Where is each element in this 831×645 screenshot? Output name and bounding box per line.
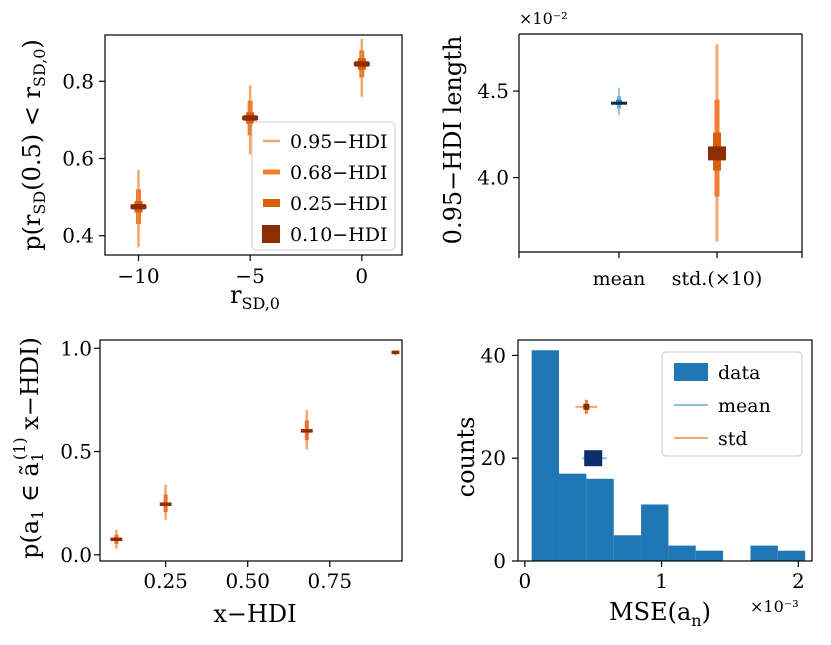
p1-ytick-label: 0.8 — [62, 69, 94, 93]
p4-mean-marker — [584, 450, 603, 467]
p4-legend-label: std — [718, 428, 748, 450]
p1-legend-swatch — [262, 225, 280, 243]
p3-xtick-label: 0.25 — [143, 569, 188, 593]
p4-hist-bar — [777, 550, 806, 561]
p4-xtick-label: 0 — [518, 569, 531, 593]
p4-hist-bar — [613, 535, 642, 561]
p4-hist-bar — [531, 350, 560, 561]
p4-hist-bar — [695, 550, 724, 561]
p4-ylabel: counts — [452, 417, 480, 498]
p4-hist-bar — [586, 478, 614, 561]
panel-hdi-probability: p(rSD(0.5) < rSD,0) rSD,0 −10 −5 0 0.4 0.6 0.… — [18, 34, 403, 313]
p3-ytick-label: 0.0 — [60, 543, 92, 567]
p3-ylabel: p(a1 ∈ ã1(1) x−HDI) — [10, 337, 47, 559]
p1-legend-label: 0.10−HDI — [290, 224, 388, 246]
p3-xtick-label: 0.50 — [225, 569, 270, 593]
p4-legend: data mean std — [661, 351, 803, 457]
p4-legend-swatch — [674, 363, 708, 381]
p4-frame — [517, 339, 813, 562]
p1-xtick-label: −5 — [235, 264, 264, 288]
p1-legend-box — [251, 121, 396, 251]
p1-ylabel: p(rSD(0.5) < rSD,0) — [18, 39, 49, 251]
p3-ytick-label: 1.0 — [60, 336, 92, 360]
p4-ytick-label: 0 — [493, 549, 506, 573]
p4-hist-bar — [559, 473, 587, 561]
panel-coverage: p(a1 ∈ ã1(1) x−HDI) x−HDI 0.25 0.50 0.75 0.… — [10, 336, 403, 628]
p2-xtick-label: std.(×10) — [672, 268, 763, 290]
p4-hist-bar — [668, 545, 696, 561]
p1-xtick-label: 0 — [355, 264, 368, 288]
p4-std-marker — [583, 403, 590, 410]
p1-ytick-label: 0.4 — [62, 224, 94, 248]
p1-ytick-label: 0.6 — [62, 147, 94, 171]
p3-frame — [99, 339, 403, 562]
p1-frame — [104, 34, 403, 256]
p2-xtick-label: mean — [593, 268, 646, 290]
p1-legend-label: 0.68−HDI — [290, 162, 388, 184]
p1-legend-label: 0.95−HDI — [290, 131, 388, 153]
p4-ytick-label: 20 — [481, 446, 506, 470]
p3-xtick-label: 0.75 — [308, 569, 353, 593]
panel-hdi-length: 0.95−HDI length ×10⁻² 4.0 4.5 mean std.(×10… — [439, 9, 803, 290]
p4-offset-text: ×10⁻³ — [750, 597, 799, 616]
p4-xtick-label: 1 — [655, 569, 668, 593]
p4-hist-bar — [750, 545, 778, 561]
p4-xtick-label: 2 — [792, 569, 805, 593]
p2-ylabel: 0.95−HDI length — [439, 36, 467, 245]
p3-xlabel: x−HDI — [213, 600, 296, 628]
p4-hist-bar — [641, 504, 669, 561]
p2-point-center — [708, 146, 726, 161]
p2-ytick-label: 4.5 — [477, 79, 509, 103]
p1-xlabel: rSD,0 — [230, 281, 280, 313]
p4-legend-label: mean — [718, 395, 771, 417]
p4-xlabel: MSE(an) — [609, 598, 711, 630]
p2-offset-text: ×10⁻² — [519, 9, 568, 28]
p4-legend-label: data — [718, 362, 760, 384]
p4-ytick-label: 40 — [481, 343, 506, 367]
p2-ytick-label: 4.0 — [477, 166, 509, 190]
p1-legend: 0.95−HDI 0.68−HDI 0.25−HDI 0.10−HDI — [251, 121, 396, 251]
p1-xtick-label: −10 — [117, 264, 159, 288]
p3-ytick-label: 0.5 — [60, 440, 92, 464]
p1-legend-label: 0.25−HDI — [290, 193, 388, 215]
